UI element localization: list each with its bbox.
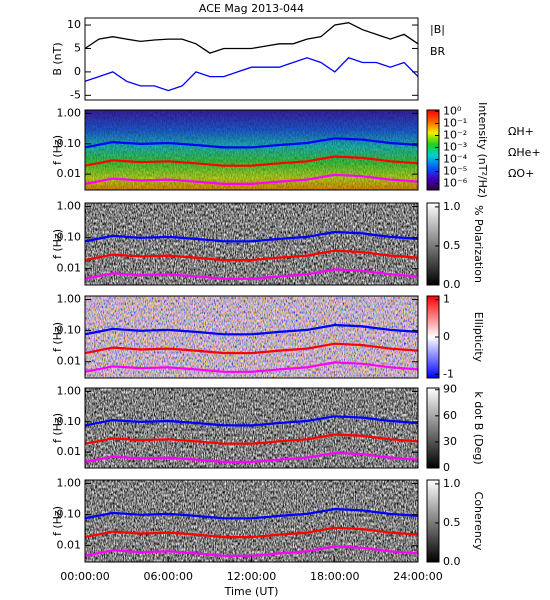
y-tick-label: 10 xyxy=(67,18,81,31)
y-tick-label: 1.00 xyxy=(57,200,82,213)
y-tick-label: 0.10 xyxy=(57,415,82,428)
y-tick-label: 0.01 xyxy=(57,262,82,275)
y-tick-label: 0.01 xyxy=(57,445,82,458)
colorbar-tick-label: 10⁻³ xyxy=(443,141,467,154)
series-line xyxy=(84,22,419,54)
colorbar-label: % Polarization xyxy=(472,205,485,283)
series-line xyxy=(85,173,418,185)
series-label: ΩHe+ xyxy=(508,146,541,159)
colorbar-tick-label: 10⁰ xyxy=(443,104,462,117)
colorbar-tick-label: -1 xyxy=(443,367,454,380)
colorbar-tick-label: 1.0 xyxy=(443,200,461,213)
colorbar-tick-label: 10⁻¹ xyxy=(443,116,467,129)
series-line xyxy=(84,57,419,92)
series-line xyxy=(85,507,418,520)
series-line xyxy=(85,433,418,445)
y-tick-label: 0.01 xyxy=(57,167,82,180)
series-line xyxy=(85,526,418,539)
x-axis-label: Time (UT) xyxy=(224,585,279,598)
series-line xyxy=(85,230,418,243)
series-line xyxy=(85,155,418,167)
colorbar-label: k dot B (Deg) xyxy=(472,391,485,464)
colorbar-tick-label: 30 xyxy=(443,435,457,448)
plot-frame xyxy=(84,295,419,379)
spectrogram-texture xyxy=(85,480,418,562)
series-line xyxy=(85,249,418,262)
spectrogram-texture xyxy=(85,388,418,468)
colorbar-tick-label: 0.0 xyxy=(443,555,461,568)
y-tick-label: 1.00 xyxy=(57,477,82,490)
colorbar-tick-label: 1 xyxy=(443,293,450,306)
colorbar-label: Coherency xyxy=(472,492,485,551)
x-tick-label: 18:00:00 xyxy=(310,570,359,583)
series-line xyxy=(85,451,418,463)
y-tick-label: 0.01 xyxy=(57,355,82,368)
legend-entry: |B| xyxy=(430,23,445,36)
y-axis-label: f (Hz) xyxy=(51,322,64,352)
colorbar-tick-label: 10⁻² xyxy=(443,128,467,141)
colorbar-label: Intensity (nT²/Hz) xyxy=(476,102,489,198)
series-line xyxy=(85,268,418,280)
y-tick-label: 1.00 xyxy=(57,293,82,306)
x-tick-label: 24:00:00 xyxy=(393,570,442,583)
y-tick-label: 0.01 xyxy=(57,539,82,552)
y-tick-label: 0.10 xyxy=(57,231,82,244)
series-line xyxy=(85,415,418,427)
y-tick-label: 0.10 xyxy=(57,137,82,150)
series-line xyxy=(85,545,418,557)
legend-entry: BR xyxy=(430,45,446,58)
x-tick-label: 06:00:00 xyxy=(144,570,193,583)
spectrogram-texture xyxy=(85,296,418,378)
colorbar-tick-label: 10⁻⁴ xyxy=(443,153,468,166)
y-tick-label: -5 xyxy=(70,88,81,101)
plot-frame xyxy=(84,387,419,469)
chart-title: ACE Mag 2013-044 xyxy=(199,2,304,15)
plot-frame xyxy=(84,109,419,191)
y-tick-label: 0.10 xyxy=(57,324,82,337)
colorbar xyxy=(426,109,440,191)
y-axis-label: f (Hz) xyxy=(51,413,64,443)
colorbar xyxy=(426,479,440,563)
y-tick-label: 0 xyxy=(74,65,81,78)
plot-frame xyxy=(84,202,419,286)
series-line xyxy=(85,137,418,149)
y-axis-label: f (Hz) xyxy=(51,135,64,165)
y-tick-label: 5 xyxy=(74,41,81,54)
spectrogram-texture xyxy=(85,110,418,190)
colorbar-tick-label: 0 xyxy=(443,461,450,474)
plot-frame xyxy=(84,17,419,101)
colorbar-tick-label: 1.0 xyxy=(443,477,461,490)
y-axis-label: f (Hz) xyxy=(51,506,64,536)
y-tick-label: 1.00 xyxy=(57,106,82,119)
spectrogram-texture xyxy=(85,203,418,285)
y-tick-label: 0.10 xyxy=(57,508,82,521)
colorbar-label: Ellipticity xyxy=(472,312,485,363)
colorbar-tick-label: 0.5 xyxy=(443,239,461,252)
colorbar-tick-label: 0.5 xyxy=(443,516,461,529)
colorbar-tick-label: 10⁻⁵ xyxy=(443,165,467,178)
x-tick-label: 00:00:00 xyxy=(60,570,109,583)
colorbar-tick-label: 0 xyxy=(443,330,450,343)
x-tick-label: 12:00:00 xyxy=(227,570,276,583)
colorbar-tick-label: 10⁻⁶ xyxy=(443,177,468,190)
colorbar xyxy=(426,387,440,469)
colorbar-tick-label: 90 xyxy=(443,383,457,396)
y-axis-label: f (Hz) xyxy=(51,229,64,259)
colorbar-tick-label: 60 xyxy=(443,409,457,422)
series-line xyxy=(85,342,418,355)
series-label: ΩH+ xyxy=(508,125,534,138)
series-line xyxy=(85,361,418,373)
colorbar-tick-label: 0.0 xyxy=(443,278,461,291)
series-label: ΩO+ xyxy=(508,167,534,180)
colorbar xyxy=(426,202,440,286)
series-line xyxy=(85,323,418,336)
y-tick-label: 1.00 xyxy=(57,384,82,397)
y-axis-label: B (nT) xyxy=(51,42,64,75)
